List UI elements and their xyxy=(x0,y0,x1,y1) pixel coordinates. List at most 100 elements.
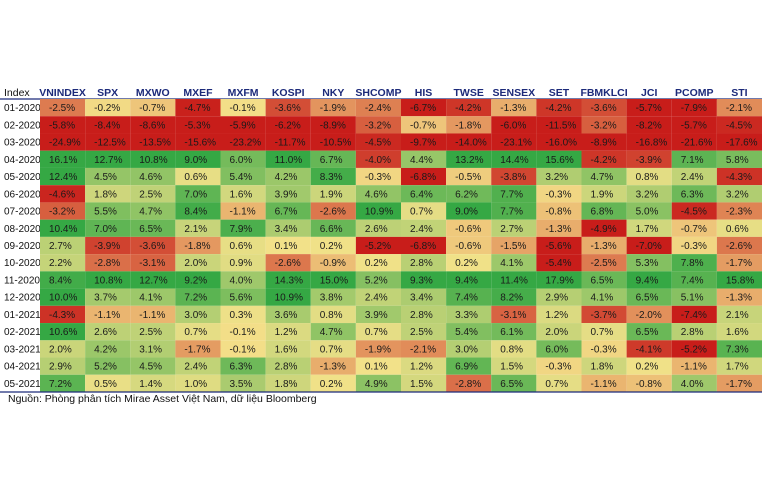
cell-value-label: 7.0% xyxy=(184,189,207,200)
column-header: SET xyxy=(549,87,570,99)
heatmap-cell xyxy=(401,116,447,134)
heatmap-cell xyxy=(716,167,762,186)
cell-value-label: 5.1% xyxy=(681,293,704,304)
heatmap-cell xyxy=(581,340,627,358)
cell-value-label: -4.5% xyxy=(726,120,752,131)
heatmap-cell xyxy=(355,288,401,306)
cell-value-label: -8.9% xyxy=(591,138,617,149)
column-header: SHCOMP xyxy=(355,87,401,99)
row-label: 07-2020 xyxy=(4,207,41,218)
cell-value-label: 0.7% xyxy=(365,327,388,338)
heatmap-cell xyxy=(581,150,627,168)
heatmap-cell xyxy=(355,185,401,203)
cell-value-label: -6.8% xyxy=(410,241,436,252)
heatmap-cell xyxy=(446,288,492,306)
heatmap-cell xyxy=(401,99,447,117)
row-label: 12-2020 xyxy=(4,293,41,304)
heatmap-cell xyxy=(401,219,447,237)
cell-value-label: 1.2% xyxy=(410,362,433,373)
cell-value-label: -4.2% xyxy=(591,155,617,166)
cell-value-label: 1.0% xyxy=(184,379,207,390)
cell-value-label: -0.7% xyxy=(681,224,707,235)
cell-value-label: 4.9% xyxy=(365,379,388,390)
cell-value-label: -5.4% xyxy=(545,258,571,269)
heatmap-cell xyxy=(626,219,672,237)
cell-value-label: 10.4% xyxy=(49,224,77,235)
cell-value-label: -2.6% xyxy=(726,241,752,252)
cell-value-label: -6.2% xyxy=(275,120,301,131)
cell-value-label: -3.7% xyxy=(591,310,617,321)
cell-value-label: 4.5% xyxy=(94,172,117,183)
heatmap-cell xyxy=(626,185,672,203)
cell-value-label: 2.5% xyxy=(410,327,433,338)
cell-value-label: -3.6% xyxy=(139,241,165,252)
heatmap-cell xyxy=(175,374,221,392)
heatmap-cell xyxy=(401,340,447,358)
heatmap-cell xyxy=(536,357,582,375)
cell-value-label: -1.3% xyxy=(591,241,617,252)
heatmap-cell xyxy=(175,236,221,255)
cell-value-label: 9.2% xyxy=(184,275,207,286)
heatmap-cell xyxy=(220,133,266,151)
cell-value-label: -12.5% xyxy=(94,138,126,149)
cell-value-label: -0.3% xyxy=(545,362,571,373)
heatmap-cell xyxy=(220,305,266,324)
cell-value-label: -0.7% xyxy=(410,120,436,131)
column-header: NKY xyxy=(322,87,344,99)
heatmap-cell xyxy=(716,116,762,134)
heatmap-cell xyxy=(220,219,266,237)
heatmap-cell xyxy=(130,288,176,306)
heatmap-cell xyxy=(355,305,401,324)
heatmap-cell xyxy=(401,254,447,272)
cell-value-label: 11.4% xyxy=(500,275,528,286)
heatmap-cell xyxy=(85,254,131,272)
cell-value-label: 2.9% xyxy=(49,362,72,373)
cell-value-label: -3.8% xyxy=(500,172,526,183)
cell-value-label: 4.1% xyxy=(139,293,162,304)
heatmap-cell xyxy=(40,323,86,341)
cell-value-label: 5.3% xyxy=(636,258,659,269)
cell-value-label: -5.7% xyxy=(681,120,707,131)
heatmap-cell xyxy=(265,219,311,237)
heatmap-cell xyxy=(446,185,492,203)
cell-value-label: -0.6% xyxy=(455,224,481,235)
cell-value-label: 2.7% xyxy=(49,241,72,252)
heatmap-cell xyxy=(85,133,131,151)
heatmap-cell xyxy=(491,133,537,151)
cell-value-label: 3.6% xyxy=(275,310,298,321)
cell-value-label: 1.4% xyxy=(139,379,162,390)
heatmap-cell xyxy=(536,323,582,341)
cell-value-label: 15.6% xyxy=(545,155,573,166)
heatmap-cell xyxy=(220,288,266,306)
heatmap-cell xyxy=(85,99,131,117)
cell-value-label: 1.6% xyxy=(230,189,253,200)
cell-value-label: -2.8% xyxy=(455,379,481,390)
heatmap-cell xyxy=(265,271,311,289)
heatmap-cell xyxy=(581,99,627,117)
heatmap-cell xyxy=(175,340,221,358)
cell-value-label: -2.0% xyxy=(636,310,662,321)
cell-value-label: -1.3% xyxy=(726,293,752,304)
cell-value-label: 1.8% xyxy=(591,362,614,373)
cell-value-label: 0.9% xyxy=(230,258,253,269)
cell-value-label: 1.7% xyxy=(726,362,749,373)
heatmap-cell xyxy=(220,150,266,168)
cell-value-label: 6.7% xyxy=(320,155,343,166)
heatmap-cell xyxy=(491,99,537,117)
heatmap-cell xyxy=(265,99,311,117)
cell-value-label: 2.7% xyxy=(500,224,523,235)
cell-value-label: -3.1% xyxy=(500,310,526,321)
cell-value-label: 1.8% xyxy=(94,189,117,200)
heatmap-cell xyxy=(626,167,672,186)
cell-value-label: -0.8% xyxy=(636,379,662,390)
heatmap-cell xyxy=(40,202,86,220)
heatmap-cell xyxy=(130,219,176,237)
heatmap-cell xyxy=(175,133,221,151)
cell-value-label: -0.2% xyxy=(94,103,120,114)
cell-value-label: 6.4% xyxy=(410,189,433,200)
heatmap-cell xyxy=(536,305,582,324)
cell-value-label: 1.7% xyxy=(636,224,659,235)
cell-value-label: -1.8% xyxy=(184,241,210,252)
heatmap-cell xyxy=(401,323,447,341)
